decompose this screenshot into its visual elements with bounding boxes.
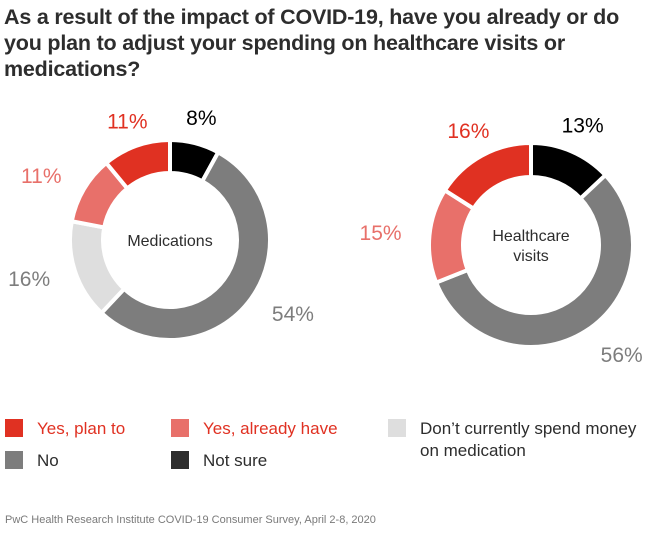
legend-item-dont-spend: Don’t currently spend money on medicatio… [388, 418, 653, 462]
donut-charts: 8% 54% 16% 11% 11% Medications 13% 56% 15% 16% Hea… [8, 107, 643, 367]
slice-no [98, 149, 272, 342]
slice-no [433, 172, 635, 349]
slice-yes-plan-to [103, 137, 172, 192]
data-label-yes-already-have: 15% [360, 222, 402, 245]
legend-label-no: No [37, 451, 59, 470]
legend-item-no: No [5, 450, 59, 472]
donut-healthcare-visits: 13% 56% 15% 16% Healthcare visits [360, 115, 643, 367]
legend-label-not-sure: Not sure [203, 451, 268, 470]
legend-item-yes-already-have: Yes, already have [171, 418, 338, 440]
legend-label-dont-spend: Don’t currently spend money on medicatio… [420, 419, 637, 460]
legend-item-yes-plan-to: Yes, plan to [5, 418, 125, 440]
legend-swatch-dont-spend [388, 419, 406, 437]
legend-label-yes-already-have: Yes, already have [203, 419, 338, 438]
slice-yes-plan-to [442, 140, 533, 212]
center-label-healthcare-visits: Healthcare [492, 228, 569, 245]
data-label-no: 56% [601, 344, 643, 367]
legend-swatch-no [5, 451, 23, 469]
data-label-not-sure: 13% [562, 115, 604, 138]
data-label-not-sure: 8% [186, 107, 216, 130]
chart-title: As a result of the impact of COVID-19, h… [4, 5, 620, 81]
data-label-no: 54% [272, 303, 314, 326]
center-label-medications: Medications [127, 233, 212, 250]
center-label-healthcare-visits: visits [513, 248, 549, 265]
legend-swatch-not-sure [171, 451, 189, 469]
data-label-yes-plan-to: 16% [447, 120, 489, 143]
legend-label-yes-plan-to: Yes, plan to [37, 419, 126, 438]
data-label-don-t-currently-spend-money-on-medication: 16% [8, 268, 50, 291]
slice-don-t-currently-spend-money-on-medication [68, 218, 127, 316]
source-note: PwC Health Research Institute COVID-19 C… [5, 514, 376, 526]
legend-item-not-sure: Not sure [171, 450, 267, 472]
donut-medications: 8% 54% 16% 11% 11% Medications [8, 107, 314, 342]
legend-swatch-yes-already-have [171, 419, 189, 437]
data-label-yes-already-have: 11% [21, 165, 61, 188]
data-label-yes-plan-to: 11% [107, 110, 147, 133]
legend-swatch-yes-plan-to [5, 419, 23, 437]
